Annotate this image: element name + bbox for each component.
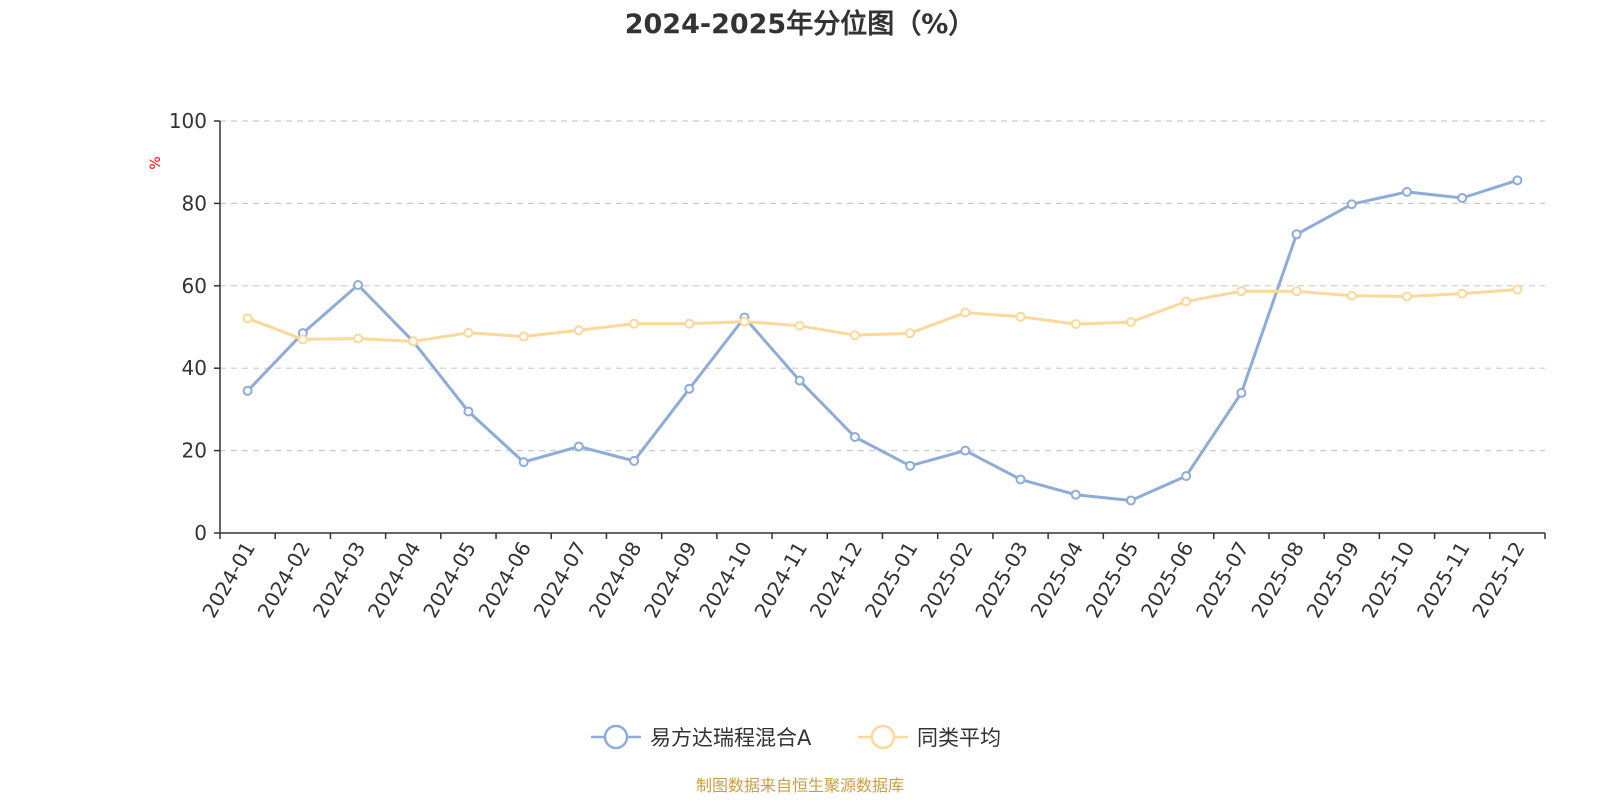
legend-label: 易方达瑞程混合A	[650, 726, 812, 750]
series-1	[242, 284, 1523, 347]
data-point[interactable]	[1401, 186, 1412, 197]
x-tick-label: 2025-07	[1191, 538, 1254, 622]
data-point[interactable]	[849, 330, 860, 341]
x-tick-label: 2024-04	[363, 538, 426, 622]
data-point[interactable]	[573, 325, 584, 336]
data-point[interactable]	[1015, 311, 1026, 322]
data-point[interactable]	[629, 455, 640, 466]
x-tick-label: 2024-09	[639, 538, 702, 622]
x-tick-label: 2024-02	[253, 538, 316, 622]
data-point[interactable]	[242, 313, 253, 324]
x-tick-label: 2025-08	[1246, 538, 1309, 622]
x-tick-label: 2025-05	[1081, 538, 1144, 622]
data-point[interactable]	[739, 316, 750, 327]
data-point[interactable]	[1401, 291, 1412, 302]
data-point[interactable]	[1181, 296, 1192, 307]
data-point[interactable]	[1457, 193, 1468, 204]
data-point[interactable]	[849, 432, 860, 443]
data-point[interactable]	[794, 320, 805, 331]
data-point[interactable]	[905, 460, 916, 471]
data-point[interactable]	[629, 318, 640, 329]
data-point[interactable]	[1291, 229, 1302, 240]
x-tick-label: 2025-03	[970, 538, 1033, 622]
x-tick-label: 2025-12	[1467, 538, 1530, 622]
data-point[interactable]	[353, 279, 364, 290]
legend-label: 同类平均	[917, 726, 1001, 750]
data-point[interactable]	[1125, 317, 1136, 328]
y-axis-unit: %	[148, 156, 164, 169]
x-tick-label: 2025-06	[1136, 538, 1199, 622]
data-point[interactable]	[1125, 495, 1136, 506]
series-line	[247, 288, 1518, 343]
data-point[interactable]	[1236, 286, 1247, 297]
data-point[interactable]	[960, 307, 971, 318]
data-source-note: 制图数据来自恒生聚源数据库	[696, 776, 904, 795]
x-tick-label: 2025-10	[1357, 538, 1420, 622]
series-0	[242, 175, 1523, 506]
x-tick-label: 2024-06	[473, 538, 536, 622]
data-point[interactable]	[408, 336, 419, 347]
y-tick-label: 40	[182, 356, 207, 380]
data-point[interactable]	[242, 385, 253, 396]
y-tick-label: 20	[182, 439, 207, 463]
data-point[interactable]	[1346, 290, 1357, 301]
legend-item[interactable]: 易方达瑞程混合A	[591, 724, 812, 750]
y-tick-label: 0	[194, 521, 207, 545]
legend-marker	[870, 724, 896, 750]
data-point[interactable]	[905, 328, 916, 339]
y-tick-label: 80	[182, 191, 207, 215]
data-point[interactable]	[1346, 199, 1357, 210]
data-point[interactable]	[794, 375, 805, 386]
data-point[interactable]	[353, 333, 364, 344]
x-tick-label: 2024-07	[529, 538, 592, 622]
legend[interactable]: 易方达瑞程混合A 同类平均	[591, 724, 1001, 750]
axes: 0 20 40 60 80 100 2024-012024-022024-032024-04…	[169, 109, 1546, 622]
x-tick-label: 2025-02	[915, 538, 978, 622]
data-point[interactable]	[518, 457, 529, 468]
data-point[interactable]	[684, 383, 695, 394]
grid-lines	[220, 120, 1545, 452]
data-point[interactable]	[1291, 286, 1302, 297]
y-tick-label: 60	[182, 274, 207, 298]
legend-item[interactable]: 同类平均	[858, 724, 1001, 750]
data-point[interactable]	[1457, 288, 1468, 299]
x-tick-label: 2024-08	[584, 538, 647, 622]
data-point[interactable]	[463, 406, 474, 417]
x-tick-label: 2024-10	[694, 538, 757, 622]
data-point[interactable]	[518, 331, 529, 342]
data-point[interactable]	[1512, 284, 1523, 295]
x-tick-label: 2025-01	[860, 538, 923, 622]
data-point[interactable]	[1236, 387, 1247, 398]
data-point[interactable]	[1070, 319, 1081, 330]
data-point[interactable]	[1070, 489, 1081, 500]
x-tick-label: 2025-11	[1412, 538, 1475, 622]
x-tick-label: 2024-12	[805, 538, 868, 622]
x-tick-label: 2024-05	[418, 538, 481, 622]
data-point[interactable]	[573, 441, 584, 452]
x-tick-label: 2024-01	[197, 538, 260, 622]
data-point[interactable]	[1015, 474, 1026, 485]
legend-marker	[603, 724, 629, 750]
data-point[interactable]	[297, 334, 308, 345]
series-layer	[242, 175, 1523, 506]
data-point[interactable]	[1181, 471, 1192, 482]
data-point[interactable]	[1512, 175, 1523, 186]
x-tick-label: 2025-09	[1302, 538, 1365, 622]
chart-title: 2024-2025年分位图（%）	[625, 8, 976, 40]
data-point[interactable]	[463, 327, 474, 338]
x-tick-label: 2025-04	[1025, 538, 1088, 622]
series-line	[246, 178, 1518, 502]
x-tick-label: 2024-03	[308, 538, 371, 622]
y-tick-label: 100	[169, 109, 207, 133]
data-point[interactable]	[960, 445, 971, 456]
x-tick-label: 2024-11	[749, 538, 812, 622]
data-point[interactable]	[684, 318, 695, 329]
